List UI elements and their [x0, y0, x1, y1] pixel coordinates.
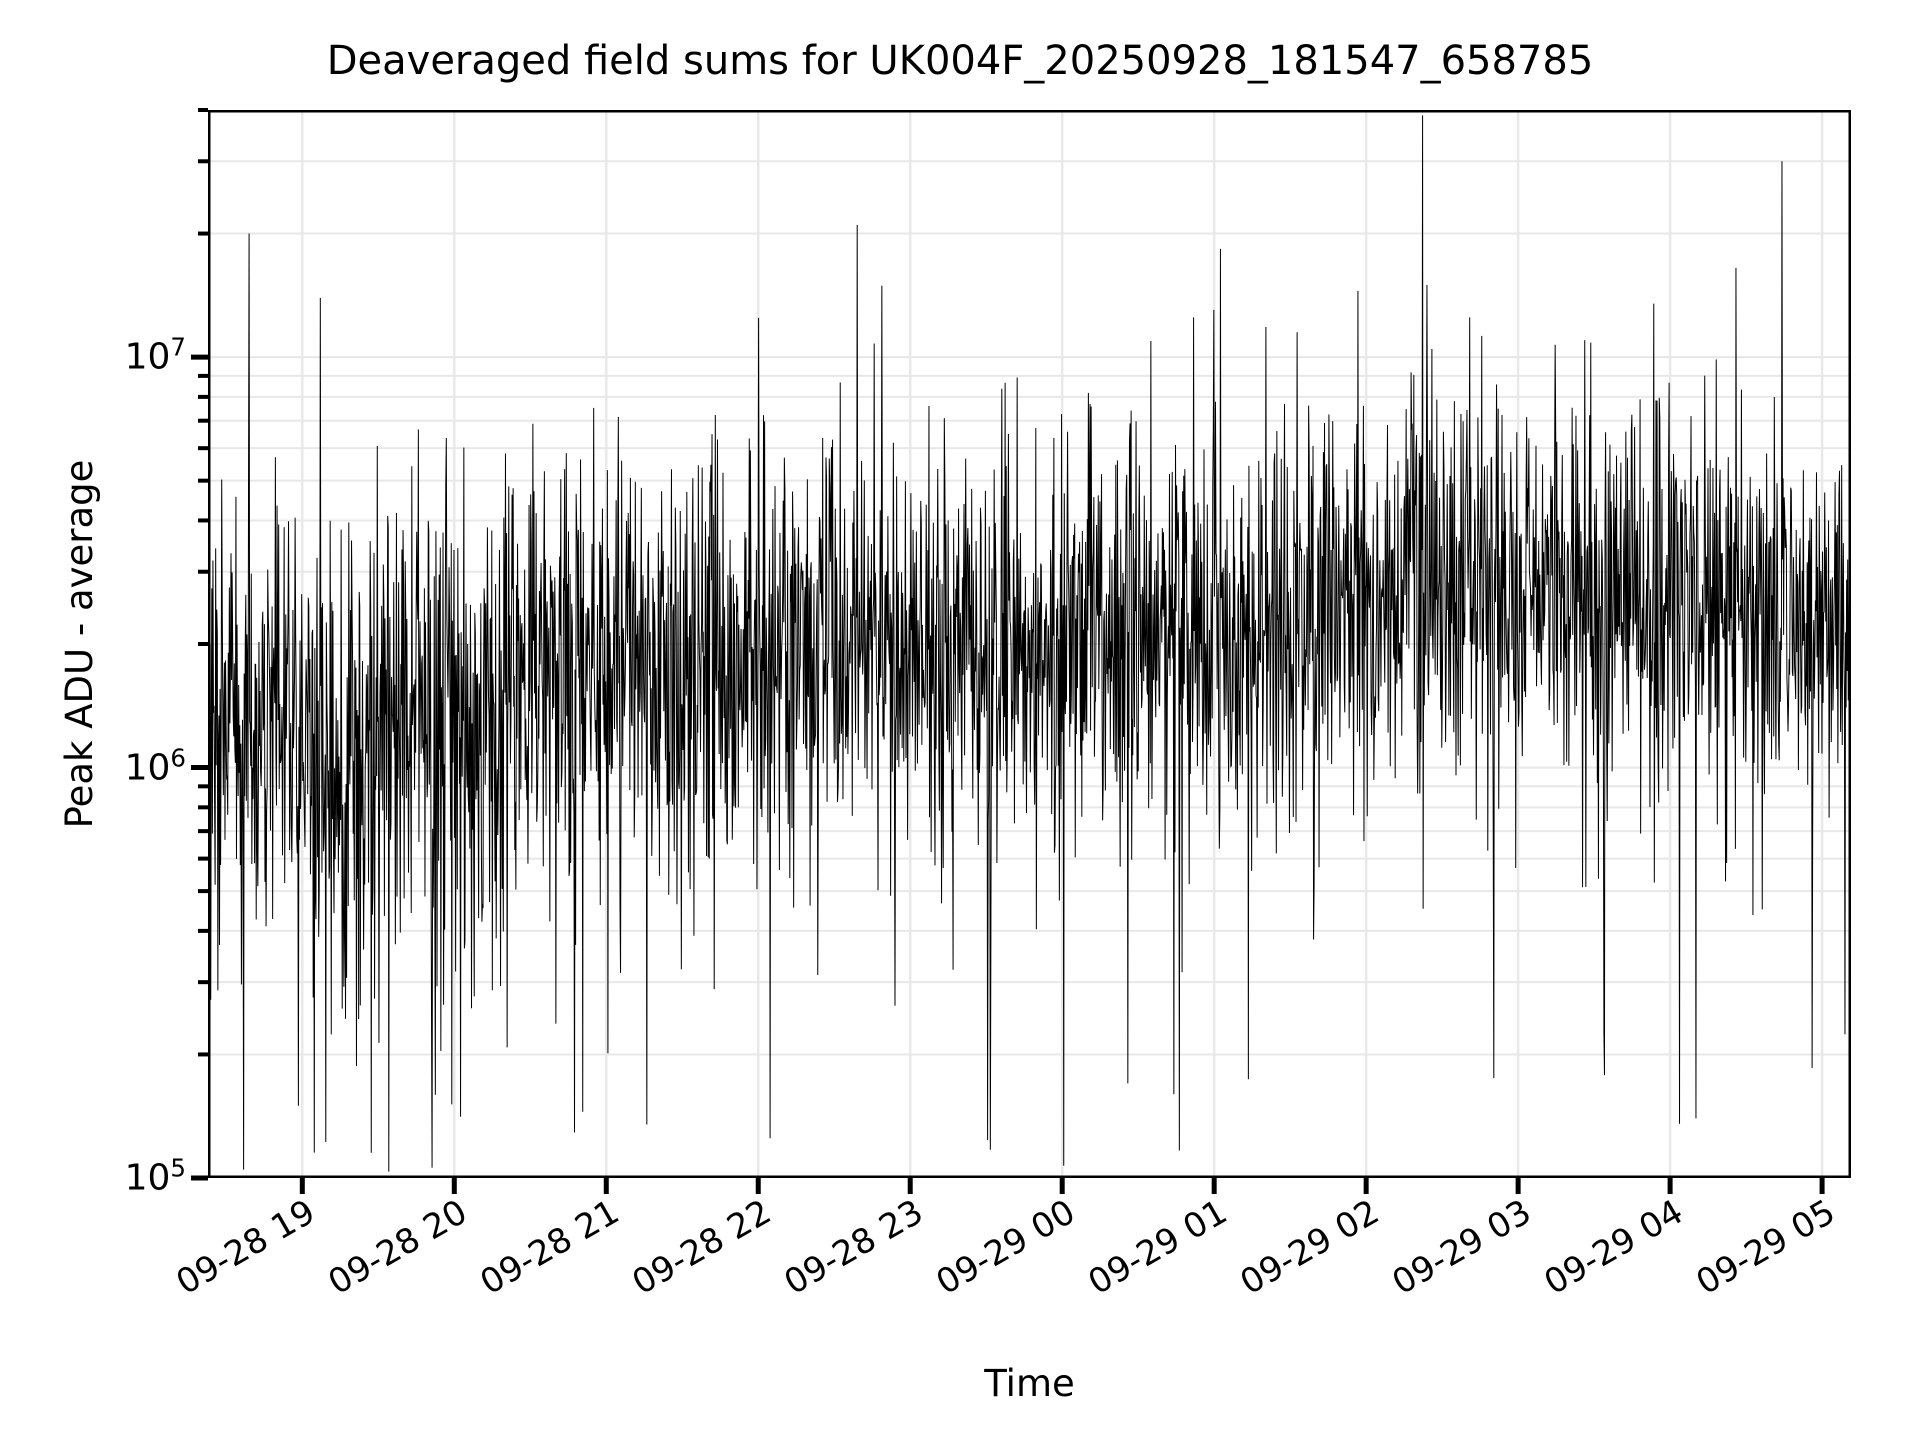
x-tick-label: 09-29 01: [1081, 1192, 1235, 1304]
x-tick-label: 09-29 04: [1537, 1192, 1691, 1304]
x-axis-tick-labels: 09-28 19 09-28 20 09-28 21 09-28 22 09-28 23…: [0, 1178, 1920, 1368]
y-axis-tick-labels: 107 106 105: [0, 110, 186, 1199]
chart-title: Deaveraged field sums for UK004F_2025092…: [326, 38, 1594, 84]
data-line: [208, 115, 1851, 1172]
plot-svg: [208, 110, 1851, 1178]
plot-area: [208, 110, 1851, 1178]
x-tick-label: 09-28 19: [169, 1192, 323, 1304]
x-tick-label: 09-28 22: [625, 1192, 779, 1304]
x-tick-label: 09-28 20: [321, 1192, 475, 1304]
x-tick-label: 09-29 03: [1385, 1192, 1539, 1304]
y-tick-label: 106: [124, 743, 186, 789]
y-axis-label-holder: Peak ADU - average: [52, 110, 108, 1178]
x-tick-label: 09-29 00: [929, 1192, 1083, 1304]
x-tick-label: 09-29 05: [1689, 1192, 1843, 1304]
x-tick-label: 09-28 23: [777, 1192, 931, 1304]
y-tick-label: 107: [124, 332, 186, 378]
x-tick-label: 09-28 21: [473, 1192, 627, 1304]
x-axis-label: Time: [984, 1362, 1075, 1405]
x-tick-label: 09-29 02: [1233, 1192, 1387, 1304]
y-axis-label: Peak ADU - average: [58, 459, 101, 829]
y-tick-label: 105: [124, 1153, 186, 1199]
